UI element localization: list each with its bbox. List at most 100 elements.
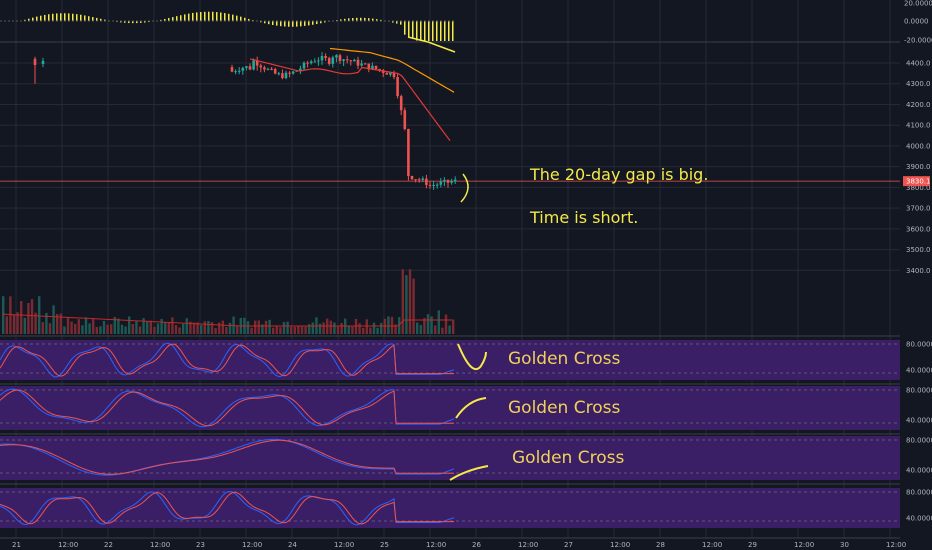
volume-bar xyxy=(268,319,271,334)
candle-body xyxy=(313,61,317,63)
macd-annotation-line xyxy=(407,36,456,53)
golden-cross-mark-1 xyxy=(457,343,487,371)
candle-body xyxy=(327,58,331,64)
volume-bar xyxy=(52,305,55,334)
volume-bar xyxy=(261,324,264,334)
oscillator-k-line xyxy=(0,388,455,428)
macd-tick-label: 20.0000 xyxy=(904,0,932,8)
macd-bar xyxy=(320,21,322,24)
volume-bar xyxy=(48,323,52,334)
candle-body xyxy=(317,60,320,62)
volume-bars xyxy=(1,269,455,334)
volume-bar xyxy=(246,321,250,334)
volume-bar xyxy=(329,320,332,334)
volume-bar xyxy=(401,269,404,334)
macd-bar xyxy=(276,21,278,26)
volume-bar xyxy=(9,296,12,334)
macd-bar xyxy=(392,21,394,23)
volume-bar xyxy=(12,314,16,334)
oscillator-d-line xyxy=(0,389,454,427)
oscillator-d-line xyxy=(0,343,454,377)
volume-bar xyxy=(56,314,59,334)
volume-bar xyxy=(203,321,206,334)
candle-body xyxy=(349,60,353,62)
candle-body xyxy=(385,72,389,75)
volume-bar xyxy=(124,326,127,334)
volume-bar xyxy=(257,320,260,334)
annotation-gap-note: The 20-day gap is big. xyxy=(529,165,708,184)
golden-cross-label-1: Golden Cross xyxy=(508,349,620,369)
volume-bar xyxy=(182,323,185,334)
candle-body xyxy=(396,77,399,97)
macd-bar xyxy=(88,16,90,21)
candle-body xyxy=(284,72,288,79)
volume-bar xyxy=(23,317,26,334)
oscillator-k-line xyxy=(0,438,455,476)
candle-body xyxy=(453,179,457,182)
macd-bar xyxy=(356,17,358,21)
candle-body xyxy=(425,178,428,185)
macd-bar xyxy=(64,13,66,21)
volume-bar xyxy=(405,275,408,334)
volume-bar xyxy=(225,326,228,334)
price-tick-label: 3400.0 xyxy=(906,267,931,275)
macd-bar xyxy=(128,21,130,24)
candle-body xyxy=(281,73,284,79)
volume-bar xyxy=(282,322,286,334)
last-price-badge xyxy=(903,176,930,187)
volume-bar xyxy=(304,326,307,334)
volume-bar xyxy=(416,322,419,334)
last-price-label: 3830.1 xyxy=(906,178,931,186)
macd-bar xyxy=(288,21,290,27)
macd-bar xyxy=(124,21,126,23)
volume-bar xyxy=(142,318,145,334)
macd-bar xyxy=(68,13,70,21)
macd-bar xyxy=(324,21,326,23)
volume-bar xyxy=(398,317,401,334)
macd-bar xyxy=(148,21,150,23)
volume-bar xyxy=(372,322,376,334)
volume-bar xyxy=(210,322,214,334)
volume-bar xyxy=(250,327,253,334)
osc-tick-label: 40.0000 xyxy=(906,367,932,375)
volume-bar xyxy=(408,269,412,334)
volume-bar xyxy=(135,321,138,334)
candle-body xyxy=(410,175,414,180)
volume-bar xyxy=(437,310,440,334)
macd-histogram xyxy=(0,11,456,41)
time-tick-label: 12:00 xyxy=(702,541,722,549)
golden-cross-mark-2 xyxy=(455,397,487,419)
macd-bar xyxy=(80,14,82,21)
macd-bar xyxy=(300,21,302,27)
volume-bar xyxy=(365,319,368,334)
price-tick-label: 4100.0 xyxy=(906,122,931,130)
candle-body xyxy=(378,69,381,71)
volume-bar xyxy=(430,316,433,334)
candle-body xyxy=(273,69,277,74)
candle-body xyxy=(234,71,237,73)
volume-bar xyxy=(434,325,437,334)
volume-bar xyxy=(38,296,41,334)
time-tick-label: 12:00 xyxy=(426,541,446,549)
macd-bar xyxy=(444,21,446,41)
candle-body xyxy=(399,96,403,111)
price-tick-label: 4300.0 xyxy=(906,80,931,88)
volume-bar xyxy=(290,326,293,334)
volume-bar xyxy=(149,320,152,334)
volume-bar xyxy=(34,312,37,334)
volume-bar xyxy=(419,325,422,334)
volume-bar xyxy=(164,322,167,334)
volume-bar xyxy=(358,323,361,334)
candle-body xyxy=(291,71,295,74)
ma-fast-line xyxy=(249,58,451,142)
macd-bar xyxy=(448,21,450,41)
price-tick-label: 3500.0 xyxy=(906,246,931,254)
macd-bar xyxy=(436,21,438,41)
macd-bar xyxy=(236,15,238,21)
volume-bar xyxy=(279,327,282,334)
macd-bar xyxy=(404,21,406,35)
volume-bar xyxy=(63,326,66,334)
volume-bar xyxy=(153,326,156,334)
